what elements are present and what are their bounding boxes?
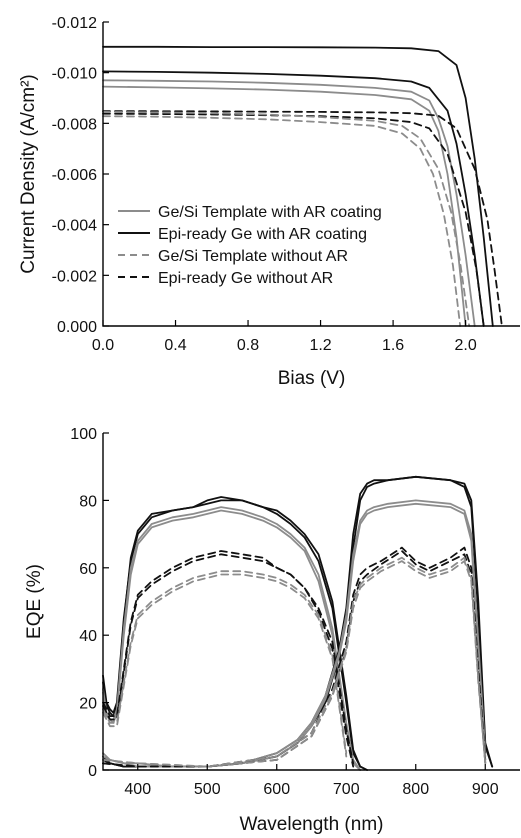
y-tick-label: 20 <box>79 696 97 713</box>
y-axis-title: EQE (%) <box>24 564 45 639</box>
x-tick-label: 500 <box>194 781 221 798</box>
y-tick-label: -0.002 <box>52 268 97 285</box>
x-tick-label: 2.0 <box>454 337 476 354</box>
y-tick-label: -0.008 <box>52 116 97 133</box>
series-line-6 <box>102 112 485 327</box>
x-tick-label: 700 <box>333 781 360 798</box>
series-line-5 <box>102 110 503 327</box>
series-line-3 <box>102 79 476 327</box>
y-tick-label: 40 <box>79 628 97 645</box>
y-tick-label: -0.006 <box>52 167 97 184</box>
x-tick-label: 800 <box>402 781 429 798</box>
x-tick-label: 600 <box>263 781 290 798</box>
legend-label: Epi-ready Ge without AR <box>158 270 333 287</box>
series-line-6 <box>102 553 355 768</box>
series-line-4 <box>102 509 362 771</box>
series-line-7 <box>102 111 471 327</box>
iv-chart: 0.0 0.4 0.8 1.2 1.6 2.0 0.000 -0.002 -0.004 -0.00… <box>18 15 520 389</box>
y-axis-title: Current Density (A/cm²) <box>18 74 39 274</box>
series-line-16 <box>102 560 487 768</box>
legend-label: Ge/Si Template without AR <box>158 248 348 265</box>
x-tick-label: 0.8 <box>237 337 259 354</box>
series-line-4 <box>102 85 467 327</box>
x-tick-label: 1.6 <box>382 337 404 354</box>
series-line-5 <box>102 550 355 765</box>
series-line-15 <box>102 556 487 768</box>
series-line-3 <box>102 506 362 771</box>
y-tick-label: 80 <box>79 493 97 510</box>
y-tick-label: 60 <box>79 561 97 578</box>
y-tick-label: 0.000 <box>57 319 97 336</box>
series-line-1 <box>102 45 494 327</box>
x-tick-label: 0.4 <box>164 337 186 354</box>
x-tick-label: 900 <box>472 781 499 798</box>
series-line-8 <box>102 115 462 327</box>
legend-label: Epi-ready Ge with AR coating <box>158 226 367 243</box>
y-tick-label: 0 <box>88 763 97 780</box>
x-axis-title: Bias (V) <box>278 368 346 389</box>
series-line-2 <box>102 70 485 327</box>
x-tick-label: 400 <box>124 781 151 798</box>
y-tick-label: -0.010 <box>52 66 97 83</box>
series-line-8 <box>102 573 348 758</box>
series-line-12 <box>102 502 487 768</box>
series-line-13 <box>102 546 487 768</box>
x-tick-label: 1.2 <box>309 337 331 354</box>
legend-label: Ge/Si Template with AR coating <box>158 204 382 221</box>
x-tick-label: 0.0 <box>92 337 114 354</box>
x-axis-title: Wavelength (nm) <box>240 814 384 835</box>
series-line-14 <box>102 550 487 768</box>
y-tick-label: -0.012 <box>52 15 97 32</box>
y-tick-label: 100 <box>70 426 97 443</box>
eqe-chart: 400 500 600 700 800 900 0 20 40 60 80 100 Wavelength… <box>24 426 520 835</box>
y-tick-label: -0.004 <box>52 218 97 235</box>
